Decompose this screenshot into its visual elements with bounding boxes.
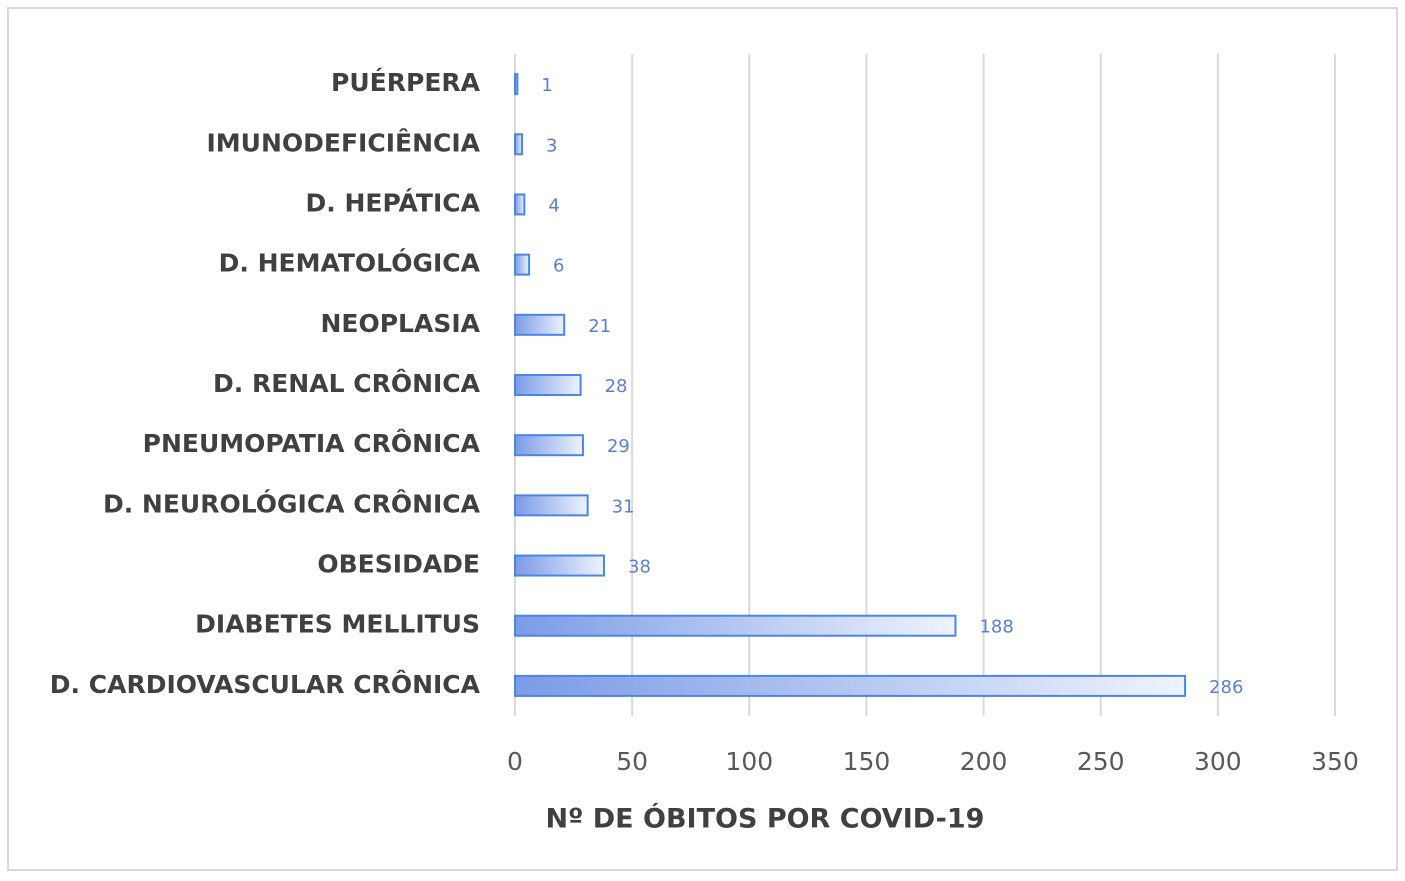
data-label: 4 [548,195,559,216]
category-label: OBESIDADE [317,550,480,579]
x-tick-label: 250 [1077,747,1125,776]
bar [514,374,582,396]
data-label: 3 [546,135,557,156]
bar [514,73,519,96]
category-label: NEOPLASIA [320,309,480,338]
data-label: 188 [979,617,1013,638]
category-label: D. HEPÁTICA [306,188,481,217]
data-label: 1 [541,75,552,96]
bar [514,193,526,216]
category-label: PNEUMOPATIA CRÔNICA [143,428,481,458]
category-label: D. CARDIOVASCULAR CRÔNICA [50,669,481,699]
category-label: PUÉRPERA [331,68,481,97]
category-label: D. HEMATOLÓGICA [219,248,481,278]
category-label: D. NEUROLÓGICA CRÔNICA [103,488,481,518]
bar [514,674,1187,697]
bar [514,434,584,457]
bar [514,313,566,336]
data-label: 21 [588,316,611,337]
data-label: 31 [612,496,635,517]
data-label: 28 [605,376,628,397]
x-tick-label: 200 [960,747,1008,776]
bar [514,133,524,156]
x-tick-label: 150 [843,747,891,776]
bar [514,253,531,276]
x-tick-label: 300 [1194,747,1242,776]
data-label: 29 [607,436,630,457]
x-tick-label: 350 [1311,747,1359,776]
category-label: DIABETES MELLITUS [195,610,480,639]
x-tick-label: 50 [616,747,648,776]
data-label: 286 [1209,677,1243,698]
data-label: 6 [553,256,564,277]
x-tick-label: 100 [725,747,773,776]
x-axis-title: Nº DE ÓBITOS POR COVID-19 [546,803,985,835]
bar [514,494,589,517]
bar [514,554,606,577]
frame [7,7,1398,871]
category-label: IMUNODEFICIÊNCIA [206,128,480,157]
data-label: 38 [628,557,651,578]
x-tick-label: 0 [507,747,523,776]
category-label: D. RENAL CRÔNICA [213,368,481,398]
bar [514,614,957,637]
